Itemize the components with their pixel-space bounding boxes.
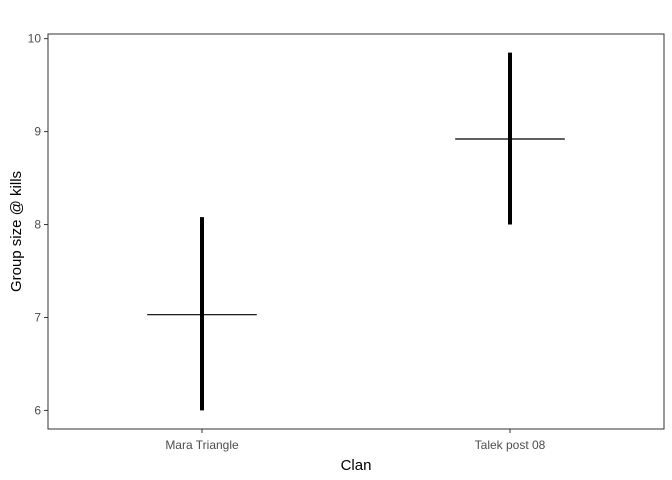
x-axis: Mara Triangle Talek post 08 (165, 429, 546, 452)
y-tick-label: 6 (34, 403, 41, 417)
x-tick-label: Mara Triangle (165, 438, 239, 452)
y-tick-label: 9 (34, 125, 41, 139)
x-tick-label: Talek post 08 (475, 438, 546, 452)
y-axis: 6 7 8 9 10 (28, 32, 48, 417)
plot-panel (47, 33, 665, 430)
y-axis-title: Group size @ kills (8, 171, 25, 292)
y-tick-label: 7 (34, 310, 41, 324)
y-tick-label: 8 (34, 218, 41, 232)
y-tick-label: 10 (28, 32, 42, 46)
data-marks (147, 52, 565, 411)
x-axis-title: Clan (341, 457, 372, 474)
